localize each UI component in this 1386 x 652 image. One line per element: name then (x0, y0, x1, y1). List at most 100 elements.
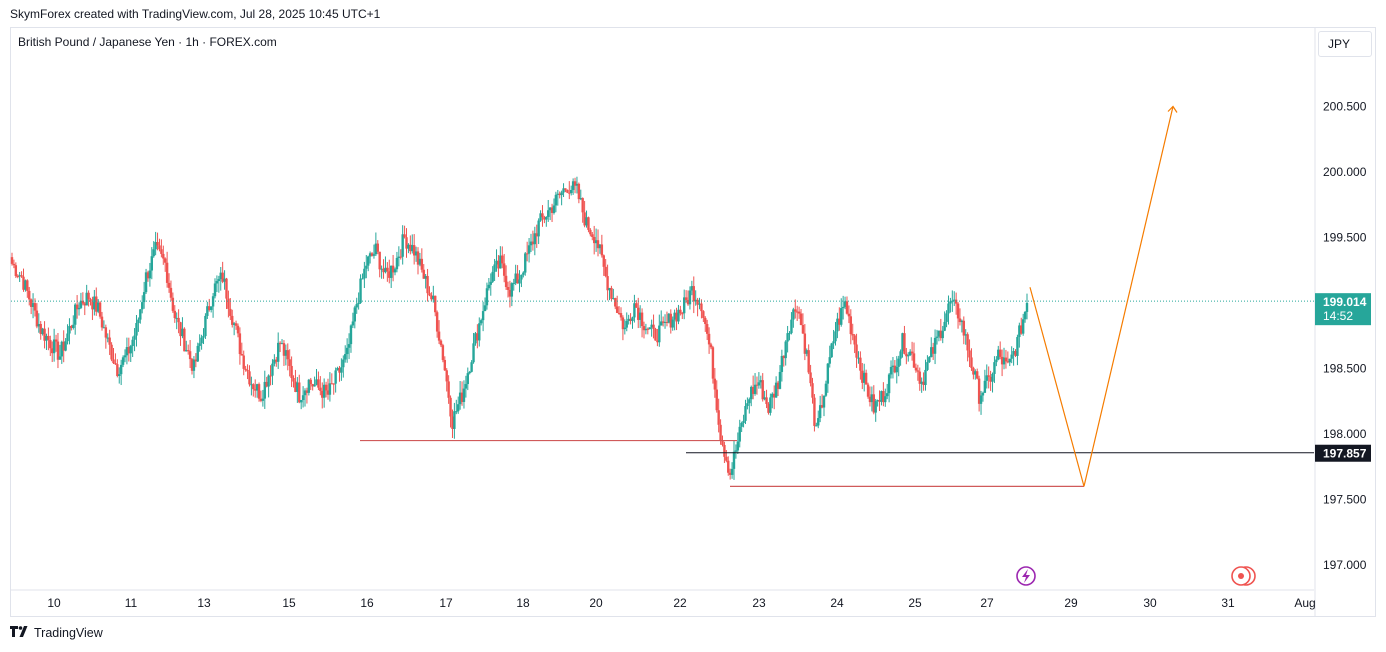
candle-body (121, 357, 125, 365)
candle-body (539, 213, 542, 221)
candle-body (119, 364, 123, 375)
candle-body (824, 383, 828, 396)
candle-body (378, 251, 381, 270)
event-markers[interactable] (1016, 566, 1256, 586)
candle-body (884, 396, 887, 403)
candle-body (640, 312, 644, 327)
candle-body (301, 395, 305, 400)
candle-body (104, 327, 108, 338)
candle-body (317, 379, 320, 388)
candle-body (728, 472, 732, 475)
candle-body (455, 411, 458, 413)
candle-body (31, 303, 35, 307)
candle-body (303, 390, 307, 396)
currency-button[interactable]: JPY (1318, 31, 1372, 57)
candle-body (108, 337, 111, 345)
candle-body (949, 301, 952, 304)
candle-body (953, 299, 956, 301)
candle-body (382, 268, 385, 273)
candle-body (677, 309, 680, 322)
candle-body (893, 365, 897, 373)
x-tick-label: 22 (673, 596, 687, 610)
candle-body (418, 258, 422, 265)
candle-body (514, 273, 517, 284)
candle-body (68, 326, 71, 334)
candle-body (338, 367, 341, 373)
candle-body (520, 274, 523, 280)
candle-body (441, 345, 445, 360)
projection-path[interactable] (1029, 106, 1174, 487)
time-axis[interactable]: 10 11 13 15 16 17 18 20 22 23 24 25 27 29 30 31 Aug (47, 596, 1315, 610)
candle-body (372, 254, 376, 256)
candle-body (495, 260, 498, 265)
candle-body (840, 308, 843, 325)
candle-body (1023, 311, 1027, 320)
candle-body (393, 269, 397, 273)
candle-body (275, 359, 278, 362)
candle-body (414, 251, 418, 256)
candle-body (711, 347, 715, 379)
candle-body (326, 390, 330, 395)
candle-body (208, 306, 211, 310)
candle-body (1004, 357, 1008, 362)
candle-body (594, 240, 598, 244)
candle-body (158, 245, 161, 250)
marked-level-badge (1315, 444, 1371, 462)
candle-body (550, 207, 554, 213)
candle-body (506, 287, 510, 290)
candle-body (732, 451, 736, 469)
candle-body (135, 322, 138, 336)
candle-body (556, 193, 560, 195)
candle-body (646, 328, 650, 330)
candle-body (489, 281, 492, 285)
candle-body (447, 381, 450, 398)
bar-countdown-label: 14:52 (1323, 309, 1353, 323)
candle-body (420, 258, 424, 270)
candle-body (242, 355, 245, 369)
footer-brand[interactable]: TradingView (10, 626, 103, 640)
candle-body (144, 272, 148, 293)
candle-body (324, 384, 328, 391)
candle-body (847, 313, 851, 317)
candle-body (566, 189, 569, 193)
candle-body (10, 257, 14, 264)
candle-body (815, 425, 818, 427)
candle-body (658, 325, 661, 343)
candle-body (688, 290, 692, 305)
chart-frame (10, 27, 1376, 617)
candle-body (499, 255, 502, 269)
candle-body (483, 305, 487, 312)
candle-body (981, 392, 985, 396)
candle-body (956, 303, 960, 319)
y-tick-label: 197.000 (1323, 558, 1367, 572)
candle-body (870, 394, 874, 403)
candle-body (669, 313, 672, 328)
candle-body (554, 194, 558, 206)
price-axis[interactable]: 200.500200.000199.500199.000198.500198.0… (1323, 100, 1367, 573)
candle-body (600, 244, 604, 256)
tradingview-logo-icon (10, 626, 30, 640)
candle-body (487, 284, 491, 289)
candle-body (14, 265, 18, 276)
candle-body (725, 456, 728, 461)
candle-body (895, 366, 898, 373)
candle-body (202, 336, 205, 338)
candle-body (164, 258, 167, 263)
candle-body (232, 323, 236, 325)
candle-body (129, 346, 132, 354)
candle-body (112, 359, 115, 364)
candle-body (16, 275, 19, 277)
candle-body (403, 234, 406, 238)
candle-body (801, 325, 805, 334)
candle-body (244, 368, 247, 370)
candle-body (715, 389, 718, 411)
lightning-event-icon[interactable] (1016, 566, 1036, 586)
y-tick-label: 199.500 (1323, 231, 1367, 245)
candle-body (481, 311, 485, 321)
candle-body (288, 359, 291, 366)
candle-body (723, 444, 726, 457)
candle-body (322, 384, 326, 398)
candle-body (204, 315, 207, 337)
economic-event-icon[interactable] (1231, 566, 1256, 586)
